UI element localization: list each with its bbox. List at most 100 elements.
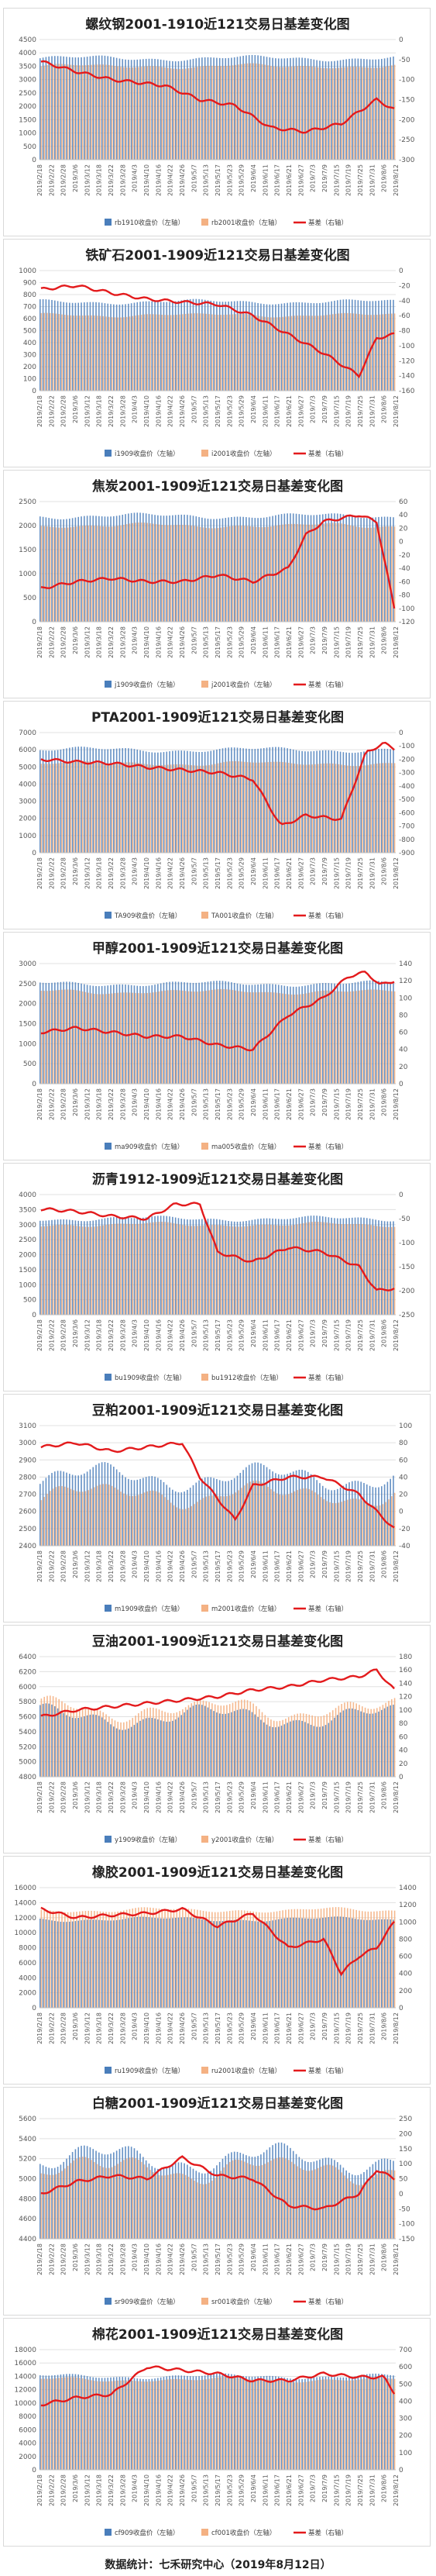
near-contract-bar <box>125 1223 128 1315</box>
near-contract-bar <box>158 765 160 853</box>
x-axis-tick-label: 2019/3/22 <box>108 2012 115 2044</box>
far-contract-bar <box>386 1919 389 2008</box>
near-contract-bar <box>140 2381 142 2470</box>
near-contract-bar <box>346 312 348 391</box>
far-contract-bar <box>351 1481 353 1546</box>
far-contract-bar <box>184 514 185 622</box>
near-contract-bar <box>258 762 260 853</box>
near-contract-bar <box>232 2377 234 2470</box>
near-contract-bar <box>287 2381 290 2470</box>
far-contract-bar <box>81 57 82 160</box>
near-contract-bar <box>246 1700 249 1777</box>
far-contract-bar <box>257 1462 259 1546</box>
x-axis-tick-label: 2019/2/22 <box>48 1550 55 1582</box>
far-contract-bar <box>160 983 162 1084</box>
far-contract-bar <box>357 300 359 391</box>
basis-line <box>40 2365 396 2407</box>
right-axis-tick-label: 20 <box>399 525 408 533</box>
near-contract-bar <box>199 313 201 391</box>
legend-label: 基差（右轴） <box>308 450 348 458</box>
far-contract-bar <box>66 1715 67 1777</box>
far-contract-bar <box>272 984 273 1084</box>
far-contract-bar <box>354 1919 356 2008</box>
legend-label: 基差（右轴） <box>308 681 348 689</box>
near-contract-bar <box>102 994 105 1084</box>
left-axis-tick-label: 3000 <box>19 1222 36 1229</box>
near-contract-bar <box>61 2171 63 2239</box>
near-contract-bar <box>164 764 166 853</box>
x-axis-tick-label: 2019/4/22 <box>167 1319 174 1351</box>
x-axis-tick-label: 2019/6/4 <box>250 2474 257 2502</box>
chart-title: 豆粕2001-1909近121交易日基差变化图 <box>92 1402 343 1419</box>
near-contract-bar <box>155 2174 157 2239</box>
near-contract-bar <box>355 1223 357 1315</box>
left-axis-tick-label: 1000 <box>19 833 36 840</box>
near-contract-bar <box>388 2378 390 2470</box>
near-contract-bar <box>282 2157 283 2239</box>
near-contract-bar <box>305 1909 307 2008</box>
far-contract-bar <box>348 1218 350 1315</box>
far-contract-bar <box>157 302 159 391</box>
right-axis-tick-label: 40 <box>399 1474 408 1481</box>
far-contract-bar <box>218 57 221 160</box>
far-contract-bar <box>339 751 342 853</box>
left-axis-tick-label: 4800 <box>19 1774 36 1781</box>
near-contract-bar <box>58 527 60 622</box>
far-contract-bar <box>81 1717 82 1777</box>
far-contract-bar <box>218 302 221 391</box>
near-contract-bar <box>170 1222 172 1315</box>
far-contract-bar <box>345 1218 347 1315</box>
far-contract-bar <box>136 2150 139 2239</box>
far-contract-bar <box>354 516 356 622</box>
far-contract-bar <box>154 752 156 853</box>
near-contract-bar <box>99 1226 101 1315</box>
x-axis-tick-label: 2019/6/27 <box>297 2012 304 2044</box>
x-axis-tick-label: 2019/7/25 <box>357 1319 364 1351</box>
x-axis-tick-label: 2019/8/12 <box>393 1550 400 1582</box>
x-axis-tick-label: 2019/7/19 <box>345 1088 352 1120</box>
far-contract-bar <box>242 2154 244 2239</box>
far-contract-bar <box>201 1478 203 1546</box>
far-contract-bar <box>81 516 82 622</box>
left-axis-tick-label: 2500 <box>19 90 36 98</box>
far-contract-bar <box>260 1463 262 1546</box>
near-contract-bar <box>205 991 208 1084</box>
x-axis-tick-label: 2019/7/9 <box>321 1550 328 1578</box>
far-contract-bar <box>390 57 391 160</box>
near-contract-bar <box>261 527 263 622</box>
far-contract-bar <box>180 60 183 160</box>
far-contract-bar <box>301 986 303 1084</box>
near-contract-bar <box>52 764 54 853</box>
near-contract-bar <box>58 990 60 1084</box>
x-axis-tick-label: 2019/5/29 <box>239 1781 245 1813</box>
far-contract-bar <box>277 1474 280 1546</box>
near-contract-bar <box>317 524 319 622</box>
far-contract-bar <box>213 1711 215 1777</box>
left-axis-tick-label: 14000 <box>14 1899 36 1907</box>
near-contract-bar <box>94 64 95 160</box>
near-contract-bar <box>46 764 48 853</box>
far-contract-bar <box>189 1917 191 2008</box>
near-contract-bar <box>349 67 352 160</box>
far-contract-bar <box>81 983 82 1084</box>
near-contract-bar <box>367 1224 369 1315</box>
right-axis-tick-label: -50 <box>399 1216 410 1223</box>
far-contract-bar <box>313 1726 315 1777</box>
far-contract-bar <box>263 1722 265 1777</box>
far-contract-bar <box>154 1216 156 1315</box>
near-contract-bar <box>258 64 260 160</box>
far-contract-bar <box>66 981 67 1084</box>
far-contract-bar <box>169 1918 170 2008</box>
far-contract-bar <box>324 513 327 622</box>
right-axis-tick-label: -900 <box>399 850 415 857</box>
far-contract-bar <box>118 515 121 622</box>
right-axis-tick-label: -40 <box>399 298 410 305</box>
far-contract-bar <box>254 2376 256 2470</box>
far-contract-bar <box>104 1462 106 1546</box>
x-axis-tick-label: 2019/3/6 <box>72 2243 79 2271</box>
near-contract-bar <box>258 526 260 622</box>
far-contract-bar <box>304 2160 306 2239</box>
near-contract-bar <box>270 1719 272 1777</box>
far-contract-bar <box>310 985 312 1084</box>
far-contract-bar <box>245 517 247 622</box>
